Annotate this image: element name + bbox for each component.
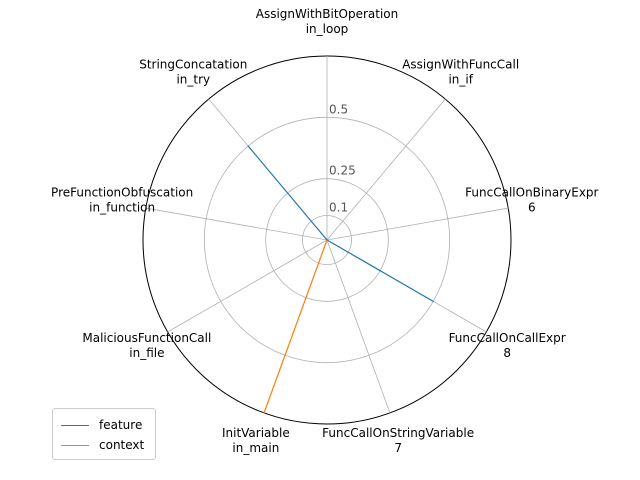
axis-label-line2: in_if	[448, 73, 473, 87]
axis-label-line1: AssignWithFuncCall	[402, 58, 519, 72]
axis-label-line1: FuncCallOnCallExpr	[449, 331, 566, 345]
axis-labels: AssignWithBitOperation in_loopAssignWithF…	[51, 7, 598, 455]
legend-item-context: context	[61, 435, 144, 455]
axis-label-line2: 6	[528, 200, 536, 214]
legend-label-feature: feature	[99, 418, 143, 432]
legend-label-context: context	[99, 438, 145, 452]
radar-series	[247, 145, 434, 414]
axis-label-line1: InitVariable	[222, 426, 290, 440]
radar-spokes	[145, 56, 509, 414]
axis-label-1: AssignWithFuncCall in_if	[402, 58, 519, 87]
radial-tick-labels: 0.1 0.25 0.5	[329, 102, 356, 214]
axis-label-line2: in_try	[176, 73, 210, 87]
axis-label-0: AssignWithBitOperation in_loop	[256, 7, 399, 36]
series-line-context	[263, 239, 328, 414]
axis-label-6: MaliciousFunctionCall in_file	[82, 331, 211, 360]
radial-tick-label: 0.1	[329, 200, 348, 214]
legend-swatch-context	[61, 444, 89, 446]
axis-label-line2: in_function	[89, 200, 155, 214]
axis-label-line1: FuncCallOnBinaryExpr	[465, 185, 598, 199]
radial-tick-label: 0.5	[329, 102, 348, 116]
axis-label-5: InitVariable in_main	[222, 426, 290, 455]
axis-label-line2: 7	[394, 441, 402, 455]
axis-label-3: FuncCallOnCallExpr 8	[449, 331, 566, 360]
axis-label-line2: in_file	[129, 346, 164, 360]
axis-label-line2: in_main	[232, 441, 279, 455]
axis-label-8: StringConcatation in_try	[139, 58, 247, 87]
axis-label-line1: FuncCallOnStringVariable	[322, 426, 474, 440]
axis-label-line2: 8	[503, 346, 511, 360]
axis-label-2: FuncCallOnBinaryExpr 6	[465, 185, 598, 214]
axis-label-line1: AssignWithBitOperation	[256, 7, 399, 21]
axis-label-line1: MaliciousFunctionCall	[82, 331, 211, 345]
spoke-6	[167, 239, 328, 333]
radial-tick-label: 0.25	[329, 164, 356, 178]
legend: feature context	[52, 408, 156, 460]
spoke-7	[145, 207, 328, 241]
axis-label-7: PreFunctionObfuscation in_function	[51, 185, 193, 214]
axis-label-line1: StringConcatation	[139, 58, 247, 72]
spoke-1	[326, 98, 446, 241]
axis-label-line2: in_loop	[306, 22, 349, 36]
spoke-4	[326, 239, 391, 414]
legend-item-feature: feature	[61, 415, 142, 435]
legend-swatch-feature	[61, 424, 89, 426]
spoke-2	[326, 207, 509, 241]
axis-label-4: FuncCallOnStringVariable 7	[322, 426, 474, 455]
axis-label-line1: PreFunctionObfuscation	[51, 185, 193, 199]
